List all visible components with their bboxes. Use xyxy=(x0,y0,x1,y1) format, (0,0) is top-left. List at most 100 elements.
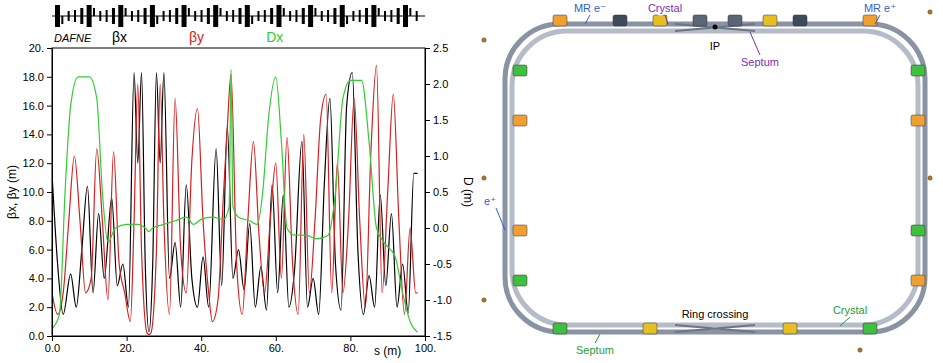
label-pointer xyxy=(585,15,590,24)
tick-mark xyxy=(425,192,430,193)
lattice-element xyxy=(220,8,222,16)
tick-mark xyxy=(47,134,52,135)
series-line xyxy=(52,70,418,333)
lattice-element xyxy=(150,5,155,27)
tick: 20. xyxy=(29,42,52,54)
lattice-element xyxy=(93,8,95,16)
tick: 2.5 xyxy=(425,42,448,54)
magnet xyxy=(513,115,527,126)
tick-label: 0.0 xyxy=(45,342,60,354)
lattice-element xyxy=(340,5,345,27)
tick-mark xyxy=(47,278,52,279)
tick-label: 0.5 xyxy=(433,186,448,198)
tick-label: 12.0 xyxy=(23,157,44,169)
tick: 0.0 xyxy=(425,222,448,234)
diagram-label: MR e⁻ xyxy=(574,2,606,14)
lattice-element xyxy=(302,8,305,24)
magnet xyxy=(763,15,777,26)
legend-entry: βx xyxy=(112,29,127,45)
tick-mark xyxy=(425,156,430,157)
lattice-element xyxy=(137,10,139,22)
tick: 0.0 xyxy=(29,330,52,342)
ip-marker xyxy=(713,25,718,30)
magnet xyxy=(863,323,877,334)
tick: 80. xyxy=(343,336,358,354)
ring-pipe xyxy=(505,24,925,332)
lattice-element xyxy=(283,8,285,16)
plot-frame xyxy=(52,48,425,336)
tick-mark xyxy=(425,336,430,337)
tick: 2.0 xyxy=(29,301,52,313)
tick-mark xyxy=(425,264,430,265)
label-pointer xyxy=(840,317,850,326)
label-pointer xyxy=(595,334,600,343)
tick: 4.0 xyxy=(29,272,52,284)
tick-label: -0.5 xyxy=(433,258,452,270)
floor-marker xyxy=(928,176,933,181)
beam-crossing xyxy=(675,325,755,332)
tick: 10.0 xyxy=(23,186,52,198)
lattice-element xyxy=(144,8,147,24)
tick: -1.5 xyxy=(425,330,452,342)
tick-label: 100. xyxy=(415,342,436,354)
tick-label: 18.0 xyxy=(23,71,44,83)
tick: 60. xyxy=(269,336,284,354)
lattice-element xyxy=(295,10,297,22)
lattice-element xyxy=(156,16,158,24)
lattice-element xyxy=(257,11,259,21)
tick-label: 14.0 xyxy=(23,128,44,140)
y-axis: 0.02.04.06.08.010.012.014.016.018.020. xyxy=(23,42,53,342)
lattice-element xyxy=(289,11,291,21)
magnet xyxy=(863,15,877,26)
label-pointer xyxy=(750,32,760,55)
tick-label: 20. xyxy=(119,342,134,354)
tick-mark xyxy=(47,77,52,78)
tick: 0.0 xyxy=(45,336,60,354)
magnet xyxy=(911,275,925,286)
tick-mark xyxy=(47,192,52,193)
lattice-element xyxy=(327,10,329,22)
lattice-element xyxy=(239,8,242,24)
tick: 20. xyxy=(119,336,134,354)
tick-mark xyxy=(127,336,128,341)
magnet xyxy=(911,115,925,126)
diagram-label: e⁺ xyxy=(484,195,496,207)
diagram-label: Crystal xyxy=(833,304,867,316)
lattice-element xyxy=(245,5,250,27)
magnet xyxy=(653,15,667,26)
lattice-element xyxy=(207,8,210,24)
lattice-element xyxy=(201,10,203,22)
tick-label: 80. xyxy=(343,342,358,354)
tick-label: 40. xyxy=(194,342,209,354)
floor-marker xyxy=(482,176,487,181)
magnet xyxy=(728,15,742,26)
lattice-element xyxy=(125,8,127,16)
lattice-element xyxy=(188,8,190,16)
tick-label: 1.0 xyxy=(433,150,448,162)
y2-axis-title: D (m) xyxy=(461,177,475,207)
lattice-element xyxy=(163,11,165,21)
lattice-element xyxy=(264,10,266,22)
canvas: 0.020.40.60.80.100.0.02.04.06.08.010.012… xyxy=(0,0,943,363)
lattice-element xyxy=(80,8,83,24)
magnet xyxy=(911,225,925,236)
tick: 6.0 xyxy=(29,244,52,256)
lattice-element xyxy=(365,8,368,24)
ring-pipe xyxy=(512,31,918,325)
tick-label: 2.5 xyxy=(433,42,448,54)
diagram-label: Ring crossing xyxy=(682,308,749,320)
tick-mark xyxy=(201,336,202,341)
diagram-label: Crystal xyxy=(648,2,682,14)
tick: 0.5 xyxy=(425,186,448,198)
tick-label: 1.5 xyxy=(433,114,448,126)
tick-mark xyxy=(47,48,52,49)
lattice-element xyxy=(384,11,386,21)
magnet xyxy=(553,15,567,26)
y2-axis: -1.5-1.0-0.50.00.51.01.52.02.5 xyxy=(425,42,452,342)
tick: 16.0 xyxy=(23,100,52,112)
tick-mark xyxy=(350,336,351,341)
lattice-element xyxy=(403,5,408,27)
tick-mark xyxy=(47,336,52,337)
magnet xyxy=(513,65,527,76)
tick-label: 20. xyxy=(29,42,44,54)
